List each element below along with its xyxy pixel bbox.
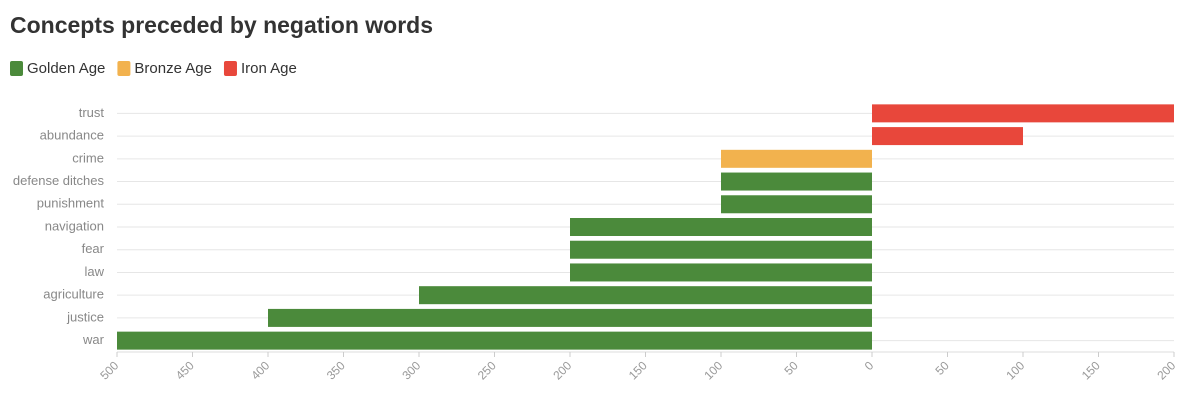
legend-label: Iron Age [241, 60, 297, 77]
y-tick-label: trust [79, 105, 105, 120]
x-tick-label: 200 [550, 358, 574, 382]
chart-title: Concepts preceded by negation words [10, 12, 433, 38]
x-tick-label: 300 [399, 358, 423, 382]
y-tick-label: fear [82, 241, 105, 256]
x-tick-label: 150 [626, 358, 650, 382]
legend-swatch [10, 61, 23, 76]
y-tick-label: justice [66, 309, 104, 324]
bar [419, 286, 872, 305]
y-tick-label: abundance [40, 128, 104, 143]
x-tick-label: 250 [475, 358, 499, 382]
y-tick-label: navigation [45, 218, 104, 233]
legend-swatch [223, 61, 237, 76]
bar [872, 104, 1174, 123]
y-tick-label: war [82, 332, 105, 347]
bar [570, 218, 872, 236]
y-tick-label: punishment [37, 196, 105, 211]
bar [872, 127, 1023, 146]
legend-label: Golden Age [27, 60, 105, 77]
x-tick-label: 350 [324, 358, 348, 382]
bar [268, 308, 872, 327]
legend-label: Bronze Age [134, 60, 212, 77]
x-tick-label: 400 [248, 358, 272, 382]
y-tick-label: crime [72, 150, 104, 165]
x-tick-label: 100 [1003, 358, 1027, 382]
x-tick-label: 150 [1079, 358, 1103, 382]
y-tick-label: agriculture [43, 287, 104, 302]
x-tick-label: 100 [701, 358, 725, 382]
x-tick-label: 0 [862, 358, 877, 373]
bar [117, 331, 872, 350]
y-tick-label: law [84, 264, 104, 279]
bar [721, 172, 872, 191]
bar [721, 195, 872, 214]
bar [721, 149, 872, 168]
legend-swatch [117, 61, 131, 76]
x-tick-label: 500 [97, 358, 121, 382]
x-tick-label: 50 [933, 358, 953, 378]
x-tick-label: 450 [173, 358, 197, 382]
y-tick-label: defense ditches [13, 173, 105, 188]
x-tick-label: 200 [1154, 358, 1178, 382]
bar [570, 263, 872, 282]
bar [570, 240, 872, 259]
x-tick-label: 50 [782, 358, 802, 378]
